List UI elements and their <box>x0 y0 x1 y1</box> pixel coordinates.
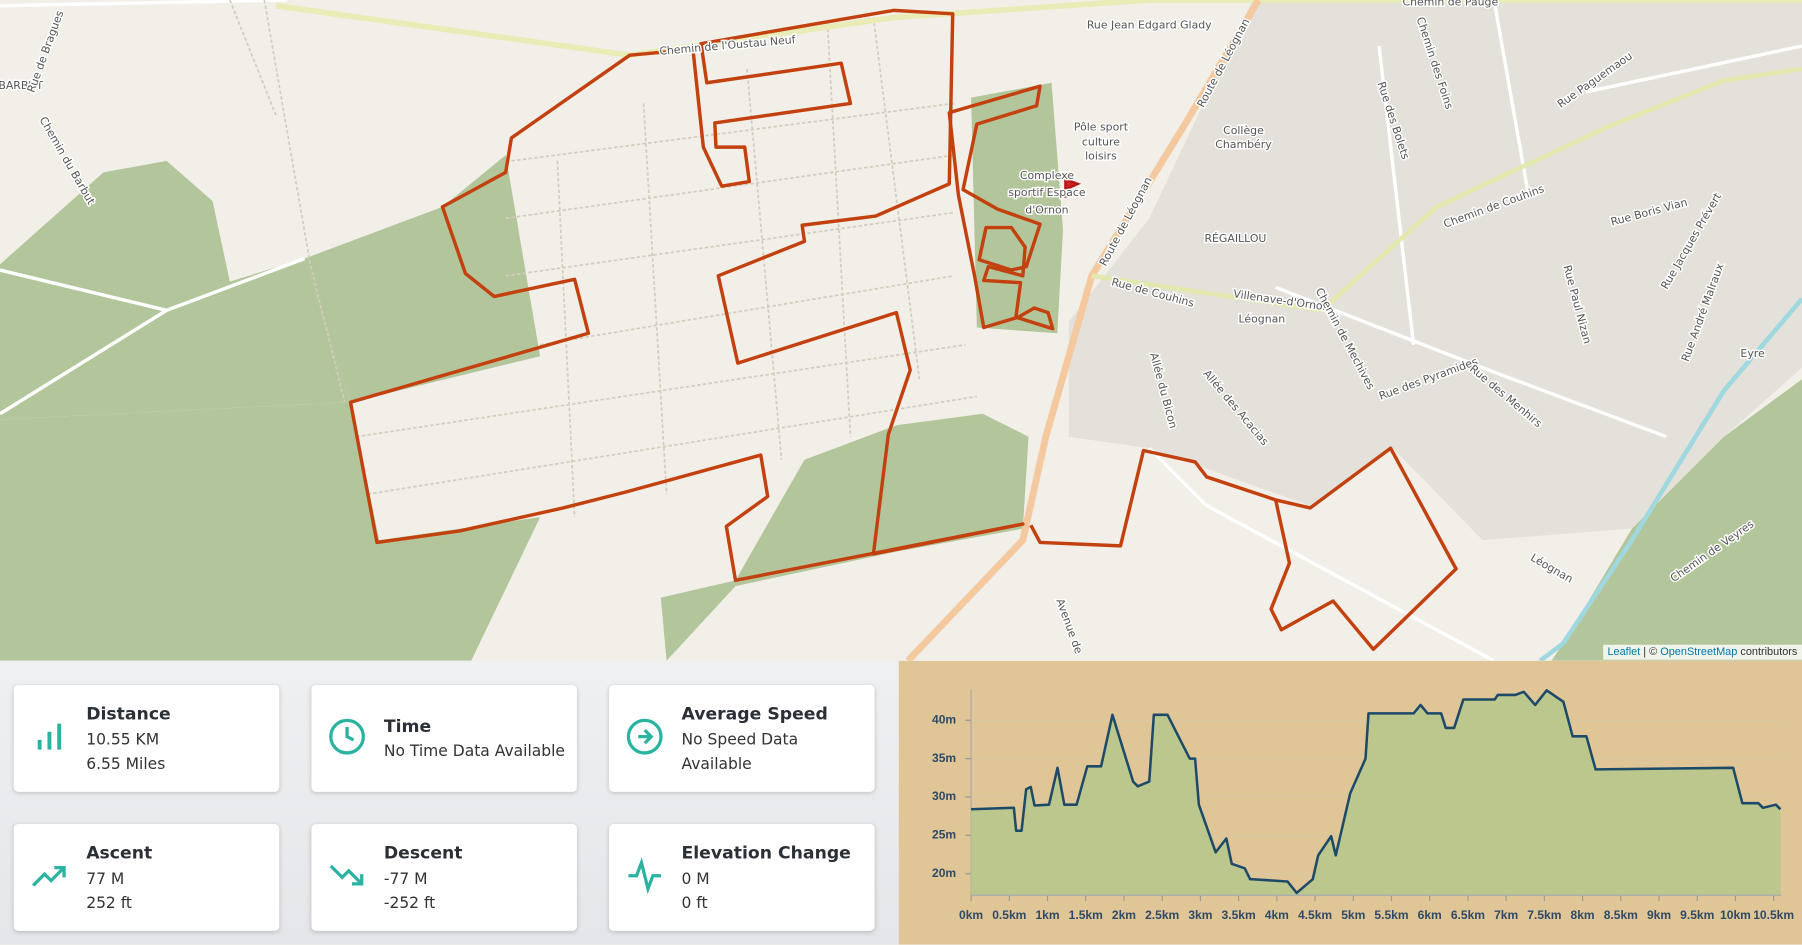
stat-line: -77 M <box>383 869 428 889</box>
stat-line: 77 M <box>86 869 125 889</box>
y-tick-label: 35m <box>932 751 956 765</box>
stat-title: Time <box>383 715 432 737</box>
x-tick-label: 10km <box>1720 908 1751 922</box>
stat-title: Elevation Change <box>681 842 851 864</box>
map-label: sportif Espace <box>1008 186 1086 199</box>
icon-trend-up <box>31 865 66 887</box>
elevation-line <box>971 689 1782 895</box>
y-tick-label: 30m <box>932 789 956 803</box>
map-label: Eyre <box>1740 347 1765 360</box>
elevation-chart: 20m 25m 30m 35m 40m 0km 0.5km 1km 1.5km 2km 2.5km 3… <box>898 660 1802 945</box>
y-tick-label: 20m <box>932 866 956 880</box>
x-tick-label: 7km <box>1494 908 1518 922</box>
x-tick-label: 9.5km <box>1680 908 1714 922</box>
x-tick-label: 4.5km <box>1298 908 1332 922</box>
y-tick-label: 25m <box>932 828 956 842</box>
start-flag <box>1064 178 1082 198</box>
stat-card: Distance 10.55 KM 6.55 Miles <box>13 684 280 792</box>
x-tick-label: 0.5km <box>992 908 1026 922</box>
river <box>1538 297 1802 661</box>
map-label: BARBUT <box>0 79 43 92</box>
area-fill <box>971 690 1781 896</box>
map-label: Collège <box>1223 124 1264 137</box>
attribution-suffix: contributors <box>1740 645 1798 659</box>
x-tick-label: 5.5km <box>1374 908 1408 922</box>
y-tick-label: 40m <box>932 712 956 726</box>
stat-card: Average Speed No Speed Data Available <box>609 684 875 792</box>
x-tick-label: 5km <box>1341 908 1365 922</box>
osm-link[interactable]: OpenStreetMap <box>1660 645 1738 659</box>
stat-card: Ascent 77 M 252 ft <box>13 824 280 931</box>
icon-trend-down <box>329 864 364 886</box>
icon-clock <box>329 718 365 755</box>
x-tick-label: 0km <box>959 908 983 922</box>
stat-line: 0 M <box>681 869 710 889</box>
stat-line: 10.55 KM <box>86 730 160 750</box>
route-leognan <box>905 0 1262 661</box>
stat-title: Ascent <box>86 842 153 864</box>
stat-line: No Speed Data Available <box>681 730 799 774</box>
stat-card: Time No Time Data Available <box>311 684 577 792</box>
map-label: Rue Jean Edgard Glady <box>1087 18 1212 31</box>
stat-card: Descent -77 M -252 ft <box>311 824 577 931</box>
icon-activity <box>628 857 662 895</box>
attribution-sep: | © <box>1643 645 1658 659</box>
stat-line: 6.55 Miles <box>86 755 166 774</box>
stat-card: Elevation Change 0 M 0 ft <box>609 824 875 931</box>
map-label: Pôle sport <box>1074 121 1129 134</box>
x-tick-label: 8km <box>1571 908 1595 922</box>
track <box>348 8 1458 652</box>
main-road <box>275 0 1802 59</box>
map-label: culture <box>1082 136 1120 149</box>
x-tick-label: 10.5km <box>1753 908 1794 922</box>
x-tick-label: 1.5km <box>1069 908 1103 922</box>
x-tick-label: 6.5km <box>1451 908 1485 922</box>
x-tick-label: 2.5km <box>1145 908 1179 922</box>
map-label: Chambéry <box>1215 138 1272 151</box>
stat-line: 252 ft <box>86 894 133 913</box>
icon-bars <box>37 723 62 750</box>
stat-line: No Time Data Available <box>383 742 565 761</box>
map-label: Léognan <box>1239 312 1286 325</box>
attribution: Leaflet | © OpenStreetMap contributors <box>1602 644 1802 660</box>
x-tick-label: 9km <box>1647 908 1671 922</box>
stat-title: Descent <box>383 842 463 864</box>
x-tick-label: 7.5km <box>1527 908 1561 922</box>
secondary-road <box>1091 66 1802 313</box>
x-tick-label: 4km <box>1265 908 1289 922</box>
stat-title: Average Speed <box>681 703 828 725</box>
map-label: Complexe <box>1020 169 1075 182</box>
leaflet-link[interactable]: Leaflet <box>1607 645 1641 659</box>
x-tick-label: 6km <box>1418 908 1442 922</box>
map-label: RÉGAILLOU <box>1204 232 1266 245</box>
roads <box>0 0 1802 661</box>
icon-arrow <box>626 718 663 755</box>
stat-line: -252 ft <box>383 894 436 913</box>
x-tick-label: 8.5km <box>1604 908 1638 922</box>
map-label: Chemin de Pauge <box>1402 0 1498 8</box>
map-label: loisirs <box>1085 149 1117 162</box>
stat-line: 0 ft <box>681 894 708 913</box>
stats-panel: Distance 10.55 KM 6.55 Miles Time No Tim… <box>0 660 899 945</box>
stat-title: Distance <box>86 703 171 725</box>
x-tick-label: 3km <box>1188 908 1212 922</box>
x-tick-label: 1km <box>1035 908 1059 922</box>
map-label: d'Ornon <box>1025 203 1068 216</box>
x-tick-label: 3.5km <box>1222 908 1256 922</box>
x-tick-label: 2km <box>1112 908 1136 922</box>
